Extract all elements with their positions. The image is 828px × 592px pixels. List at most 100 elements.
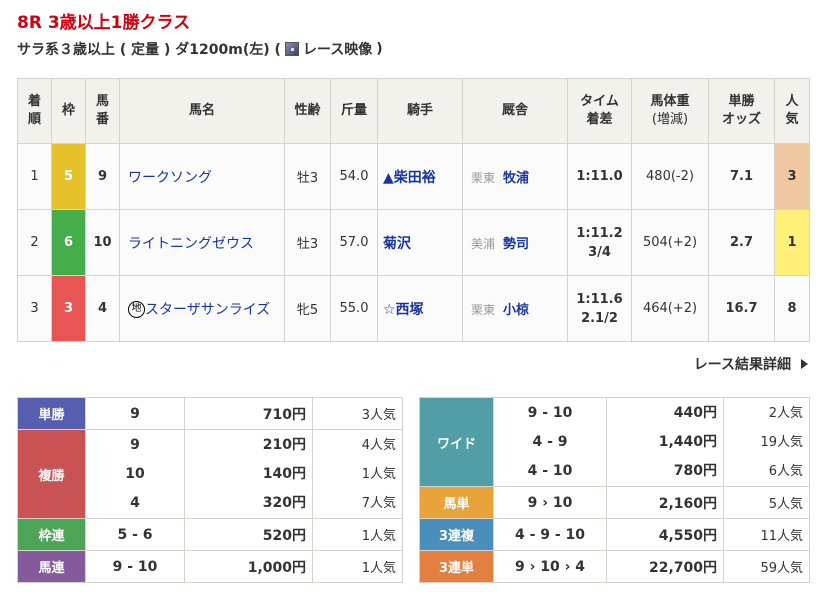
win-odds: 2.7 xyxy=(708,209,775,276)
payout-popularity: 7人気 xyxy=(361,495,396,511)
header-weight: 斤量 xyxy=(330,78,378,144)
result-row: 1 5 9 ワークソング 牡3 54.0 ▲柴田裕 栗東 牧浦 1:11.0 480(-2) 7.1 3 xyxy=(17,143,810,210)
combination: 4 - 9 - 10 xyxy=(514,526,586,543)
payout-popularity: 6人気 xyxy=(768,463,803,479)
horse-name-cell: 地スターザサンライズ xyxy=(119,275,285,342)
payout: 22,700円 xyxy=(648,559,717,576)
time-margin: 1:11.6 2.1/2 xyxy=(567,275,632,342)
payout-popularity: 59人気 xyxy=(760,561,803,576)
popularity: 1 xyxy=(774,209,810,276)
rank: 1 xyxy=(17,143,52,210)
payout-popularity: 1人気 xyxy=(361,561,396,576)
bet-type-label: 馬単 xyxy=(419,486,494,519)
jockey-link[interactable]: ☆西塚 xyxy=(377,275,463,342)
combination: 5 - 6 xyxy=(117,526,153,543)
combination: 9 › 10 xyxy=(527,494,573,511)
combination: 9 - 10 xyxy=(112,558,158,575)
sex-age: 牝5 xyxy=(284,275,331,342)
header-waku: 枠 xyxy=(51,78,86,144)
combination-cell: 9 › 10 › 4 xyxy=(493,550,607,583)
payout-cell: 1,000円 xyxy=(184,550,313,583)
header-odds: 単勝 オッズ xyxy=(708,78,775,144)
payout-row: ワイド 9 - 10 4 - 9 4 - 10 440円 1,440円 780円 2人気 19人… xyxy=(419,397,810,487)
header-num: 馬番 xyxy=(85,78,120,144)
payout-cell: 710円 xyxy=(184,397,313,430)
conditions-text: サラ系３歳以上 ( 定量 ) ダ1200m(左) ( xyxy=(17,42,281,58)
trainer-region: 栗東 xyxy=(471,303,496,317)
trainer-cell: 栗東 牧浦 xyxy=(462,143,568,210)
local-horse-badge-icon: 地 xyxy=(128,301,145,318)
payout-popularity: 5人気 xyxy=(768,497,803,512)
race-result-detail-link[interactable]: レース結果詳細 xyxy=(694,354,808,374)
trainer-region: 栗東 xyxy=(471,171,496,185)
results-table: 着順 枠 馬番 馬名 性齢 斤量 騎手 厩舎 タイム 着差 馬体重 (増減) 単勝オ… xyxy=(17,78,810,342)
payout-cell: 4,550円 xyxy=(606,518,724,551)
combination-cell: 5 - 6 xyxy=(85,518,185,551)
horse-name-link[interactable]: ライトニングゼウス xyxy=(128,235,254,252)
payout-popularity: 2人気 xyxy=(768,405,803,421)
payout-row: 単勝 9 710円 3人気 xyxy=(17,397,403,430)
payout: 4,550円 xyxy=(658,527,717,544)
carried-weight: 55.0 xyxy=(330,275,378,342)
payout-table-left: 単勝 9 710円 3人気 複勝 9 10 4 210円 140円 320円 4人気 1人気 7人気 枠連 5… xyxy=(17,397,403,583)
payout-cell: 440円 1,440円 780円 xyxy=(606,397,724,487)
payout-row: 3連単 9 › 10 › 4 22,700円 59人気 xyxy=(419,550,810,583)
payout-popularity: 4人気 xyxy=(361,437,396,453)
payout: 2,160円 xyxy=(658,495,717,512)
payout: 520円 xyxy=(262,527,306,544)
payout-popularity-cell: 2人気 19人気 6人気 xyxy=(723,397,810,487)
carried-weight: 54.0 xyxy=(330,143,378,210)
combination-cell: 9 xyxy=(85,397,185,430)
payout-cell: 520円 xyxy=(184,518,313,551)
payout-row: 枠連 5 - 6 520円 1人気 xyxy=(17,518,403,551)
trainer-cell: 栗東 小椋 xyxy=(462,275,568,342)
bet-type-label: 3連複 xyxy=(419,518,494,551)
payout-row: 馬連 9 - 10 1,000円 1人気 xyxy=(17,550,403,583)
rank: 3 xyxy=(17,275,52,342)
jockey-link[interactable]: ▲柴田裕 xyxy=(377,143,463,210)
combination: 4 - 10 xyxy=(527,462,573,479)
waku-number: 6 xyxy=(51,209,86,276)
trainer-link[interactable]: 牧浦 xyxy=(503,171,530,186)
jockey-link[interactable]: 菊沢 xyxy=(377,209,463,276)
result-row: 2 6 10 ライトニングゼウス 牡3 57.0 菊沢 美浦 勢司 1:11.2 3/4 504(+2… xyxy=(17,209,810,276)
payout: 1,000円 xyxy=(247,559,306,576)
waku-number: 5 xyxy=(51,143,86,210)
horse-number: 4 xyxy=(85,275,120,342)
sex-age: 牡3 xyxy=(284,143,331,210)
combination: 9 - 10 xyxy=(527,404,573,421)
bet-type-label: 単勝 xyxy=(17,397,86,430)
popularity: 8 xyxy=(774,275,810,342)
trainer-link[interactable]: 小椋 xyxy=(503,303,530,318)
payout-popularity: 1人気 xyxy=(361,466,396,482)
win-odds: 7.1 xyxy=(708,143,775,210)
payout-popularity: 1人気 xyxy=(361,529,396,544)
payout-popularity-cell: 3人気 xyxy=(312,397,403,430)
body-weight: 504(+2) xyxy=(631,209,709,276)
horse-name-link[interactable]: ワークソング xyxy=(128,169,212,186)
combination: 4 - 9 xyxy=(532,433,568,450)
body-weight: 480(-2) xyxy=(631,143,709,210)
payout: 1,440円 xyxy=(658,433,717,450)
payout-cell: 2,160円 xyxy=(606,486,724,519)
race-title: 8R 3歳以上1勝クラス xyxy=(17,13,191,33)
win-odds: 16.7 xyxy=(708,275,775,342)
sex-age: 牡3 xyxy=(284,209,331,276)
bet-type-label: 3連単 xyxy=(419,550,494,583)
payout-popularity: 3人気 xyxy=(361,408,396,423)
combination-cell: 9 10 4 xyxy=(85,429,185,519)
video-icon[interactable] xyxy=(284,42,299,56)
payout-popularity-cell: 1人気 xyxy=(312,518,403,551)
trainer-link[interactable]: 勢司 xyxy=(503,237,530,252)
header-pop: 人気 xyxy=(774,78,810,144)
horse-name-link[interactable]: スターザサンライズ xyxy=(145,301,271,318)
horse-number: 9 xyxy=(85,143,120,210)
combination-cell: 4 - 9 - 10 xyxy=(493,518,607,551)
time-margin: 1:11.2 3/4 xyxy=(567,209,632,276)
combination: 4 xyxy=(130,494,140,511)
result-row: 3 3 4 地スターザサンライズ 牝5 55.0 ☆西塚 栗東 小椋 1:11.6 2.1/2 464… xyxy=(17,275,810,342)
race-video-link[interactable]: レース映像 xyxy=(302,42,373,58)
payout-cell: 22,700円 xyxy=(606,550,724,583)
payout-popularity: 11人気 xyxy=(760,529,803,544)
header-body: 馬体重 (増減) xyxy=(631,78,709,144)
